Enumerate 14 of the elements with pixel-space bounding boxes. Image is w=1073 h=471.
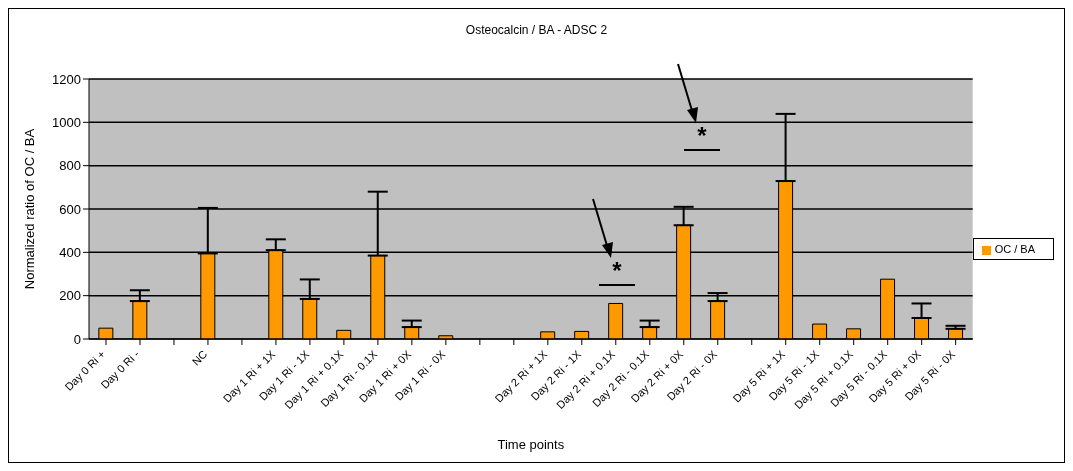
x-tick-label: NC	[189, 347, 210, 368]
y-axis-title: Normalized ratio of OC / BA	[21, 128, 37, 290]
y-tick-label: 600	[59, 201, 81, 217]
y-tick-label: 400	[59, 244, 81, 260]
y-tick-label: 1200	[52, 71, 81, 87]
y-tick-label: 800	[59, 158, 81, 174]
annotation: *	[612, 257, 623, 284]
legend-label: OC / BA	[994, 243, 1035, 255]
y-tick-label: 200	[59, 288, 81, 304]
x-axis-title: Time points	[497, 437, 565, 452]
annotation: *	[697, 122, 708, 149]
y-tick-label: 1000	[52, 114, 81, 130]
chart-title: Osteocalcin / BA - ADSC 2	[464, 22, 609, 39]
y-tick-label: 0	[73, 331, 81, 347]
